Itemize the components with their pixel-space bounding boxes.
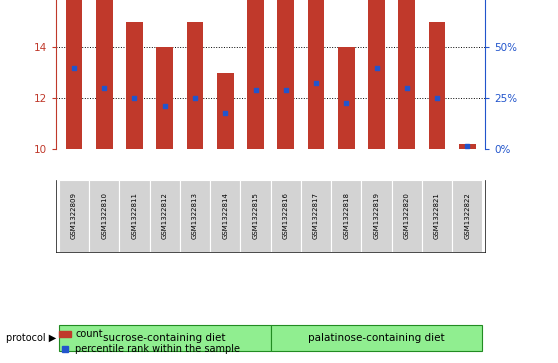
Bar (187, 22, 203, 149)
Point (190, 95, 199, 101)
Bar (247, 0, 264, 149)
Point (251, 87, 260, 93)
Point (402, 85, 411, 91)
Text: GSM1322811: GSM1322811 (132, 192, 137, 240)
Point (342, 100, 351, 106)
Bar (271, 325, 483, 351)
Bar (362, 180, 392, 252)
Text: GSM1322822: GSM1322822 (464, 193, 470, 239)
Text: protocol ▶: protocol ▶ (6, 333, 56, 343)
Text: GSM1322813: GSM1322813 (192, 192, 198, 240)
Point (372, 65, 381, 70)
Text: GSM1322821: GSM1322821 (434, 192, 440, 240)
Bar (459, 144, 475, 149)
Point (281, 87, 290, 93)
Bar (59, 325, 271, 351)
Bar (307, 0, 324, 149)
Point (311, 80, 320, 86)
Bar (392, 180, 422, 252)
Point (70, 65, 79, 70)
Text: GSM1322819: GSM1322819 (373, 192, 379, 240)
Point (463, 143, 472, 149)
Text: GSM1322820: GSM1322820 (404, 192, 410, 240)
Text: palatinose-containing diet: palatinose-containing diet (308, 333, 445, 343)
Point (130, 95, 139, 101)
Bar (119, 180, 150, 252)
Bar (150, 180, 180, 252)
Point (160, 103, 169, 109)
Text: sucrose-containing diet: sucrose-containing diet (103, 333, 226, 343)
Bar (217, 73, 234, 149)
Point (432, 95, 441, 101)
Legend: count, percentile rank within the sample: count, percentile rank within the sample (55, 326, 244, 358)
Bar (66, 0, 82, 149)
Bar (422, 180, 452, 252)
Bar (59, 180, 89, 252)
Bar (96, 0, 113, 149)
Text: GSM1322810: GSM1322810 (101, 192, 107, 240)
Bar (126, 22, 143, 149)
Bar (240, 180, 271, 252)
Bar (210, 180, 240, 252)
Bar (277, 0, 294, 149)
Bar (331, 180, 362, 252)
Text: GSM1322812: GSM1322812 (162, 192, 168, 240)
Text: GSM1322814: GSM1322814 (222, 192, 228, 240)
Text: GSM1322809: GSM1322809 (71, 192, 77, 240)
Point (221, 110, 230, 116)
Bar (271, 180, 301, 252)
Bar (368, 0, 385, 149)
Bar (180, 180, 210, 252)
Text: GSM1322816: GSM1322816 (283, 192, 288, 240)
Bar (338, 47, 354, 149)
Bar (429, 22, 445, 149)
Text: GSM1322818: GSM1322818 (343, 192, 349, 240)
Point (100, 85, 109, 91)
Text: GSM1322815: GSM1322815 (253, 192, 258, 240)
Bar (301, 180, 331, 252)
Text: GSM1322817: GSM1322817 (313, 192, 319, 240)
Bar (89, 180, 119, 252)
Bar (398, 0, 415, 149)
Bar (452, 180, 483, 252)
Bar (156, 47, 173, 149)
